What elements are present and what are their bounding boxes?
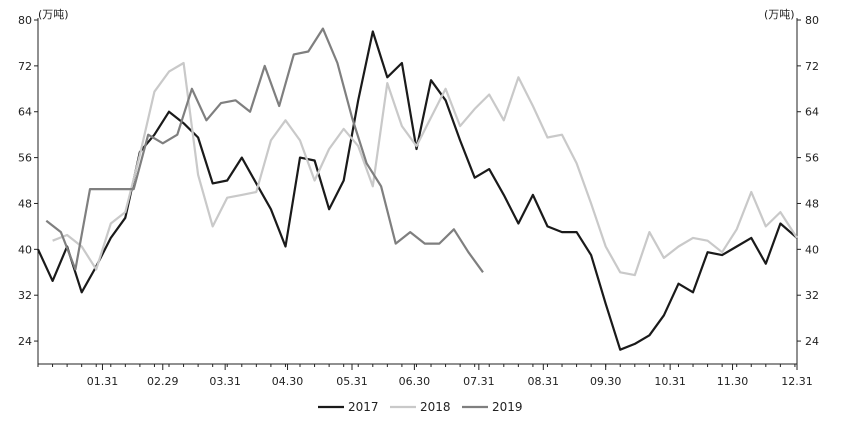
axes-layer: 24 24 32 32 40 40 48 48 56 56 64 64 72 72 80 80 01.31 02.… (18, 14, 819, 388)
x-tick-label: 03.31 (209, 375, 241, 388)
series-line-2017 (37, 30, 798, 351)
left-unit-label: (万吨) (38, 8, 69, 21)
legend-label-2019: 2019 (492, 400, 523, 414)
x-tick-label: 02.29 (147, 375, 179, 388)
right-y-tick-label: 80 (805, 14, 819, 27)
x-tick-label: 05.31 (336, 375, 368, 388)
right-y-tick-label: 32 (805, 289, 819, 302)
x-tick-label: 08.31 (528, 375, 560, 388)
legend-label-2018: 2018 (420, 400, 451, 414)
right-y-tick-label: 48 (805, 197, 819, 210)
right-y-tick-label: 40 (805, 243, 819, 256)
legend: 2017 2018 2019 (318, 400, 523, 414)
x-tick-label: 06.30 (399, 375, 431, 388)
right-y-tick-label: 24 (805, 335, 819, 348)
right-y-tick-label: 64 (805, 106, 819, 119)
right-y-tick-label: 56 (805, 152, 819, 165)
left-y-tick-label: 32 (18, 289, 32, 302)
x-tick-label: 01.31 (87, 375, 119, 388)
left-y-tick-label: 64 (18, 106, 32, 119)
series-line-2019 (45, 27, 484, 273)
right-y-tick-label: 72 (805, 60, 819, 73)
series-layer (37, 27, 798, 351)
left-y-tick-label: 24 (18, 335, 32, 348)
left-y-tick-label: 48 (18, 197, 32, 210)
left-y-tick-label: 56 (18, 152, 32, 165)
x-tick-label: 11.30 (717, 375, 749, 388)
x-tick-label: 04.30 (272, 375, 304, 388)
right-unit-label: (万吨) (764, 8, 795, 21)
series-line-2018 (52, 61, 798, 277)
x-tick-label: 10.31 (654, 375, 686, 388)
x-tick-label: 12.31 (781, 375, 813, 388)
left-y-tick-label: 40 (18, 243, 32, 256)
legend-label-2017: 2017 (348, 400, 379, 414)
left-y-tick-label: 72 (18, 60, 32, 73)
x-tick-label: 07.31 (463, 375, 495, 388)
x-tick-label: 09.30 (590, 375, 622, 388)
left-y-tick-label: 80 (18, 14, 32, 27)
